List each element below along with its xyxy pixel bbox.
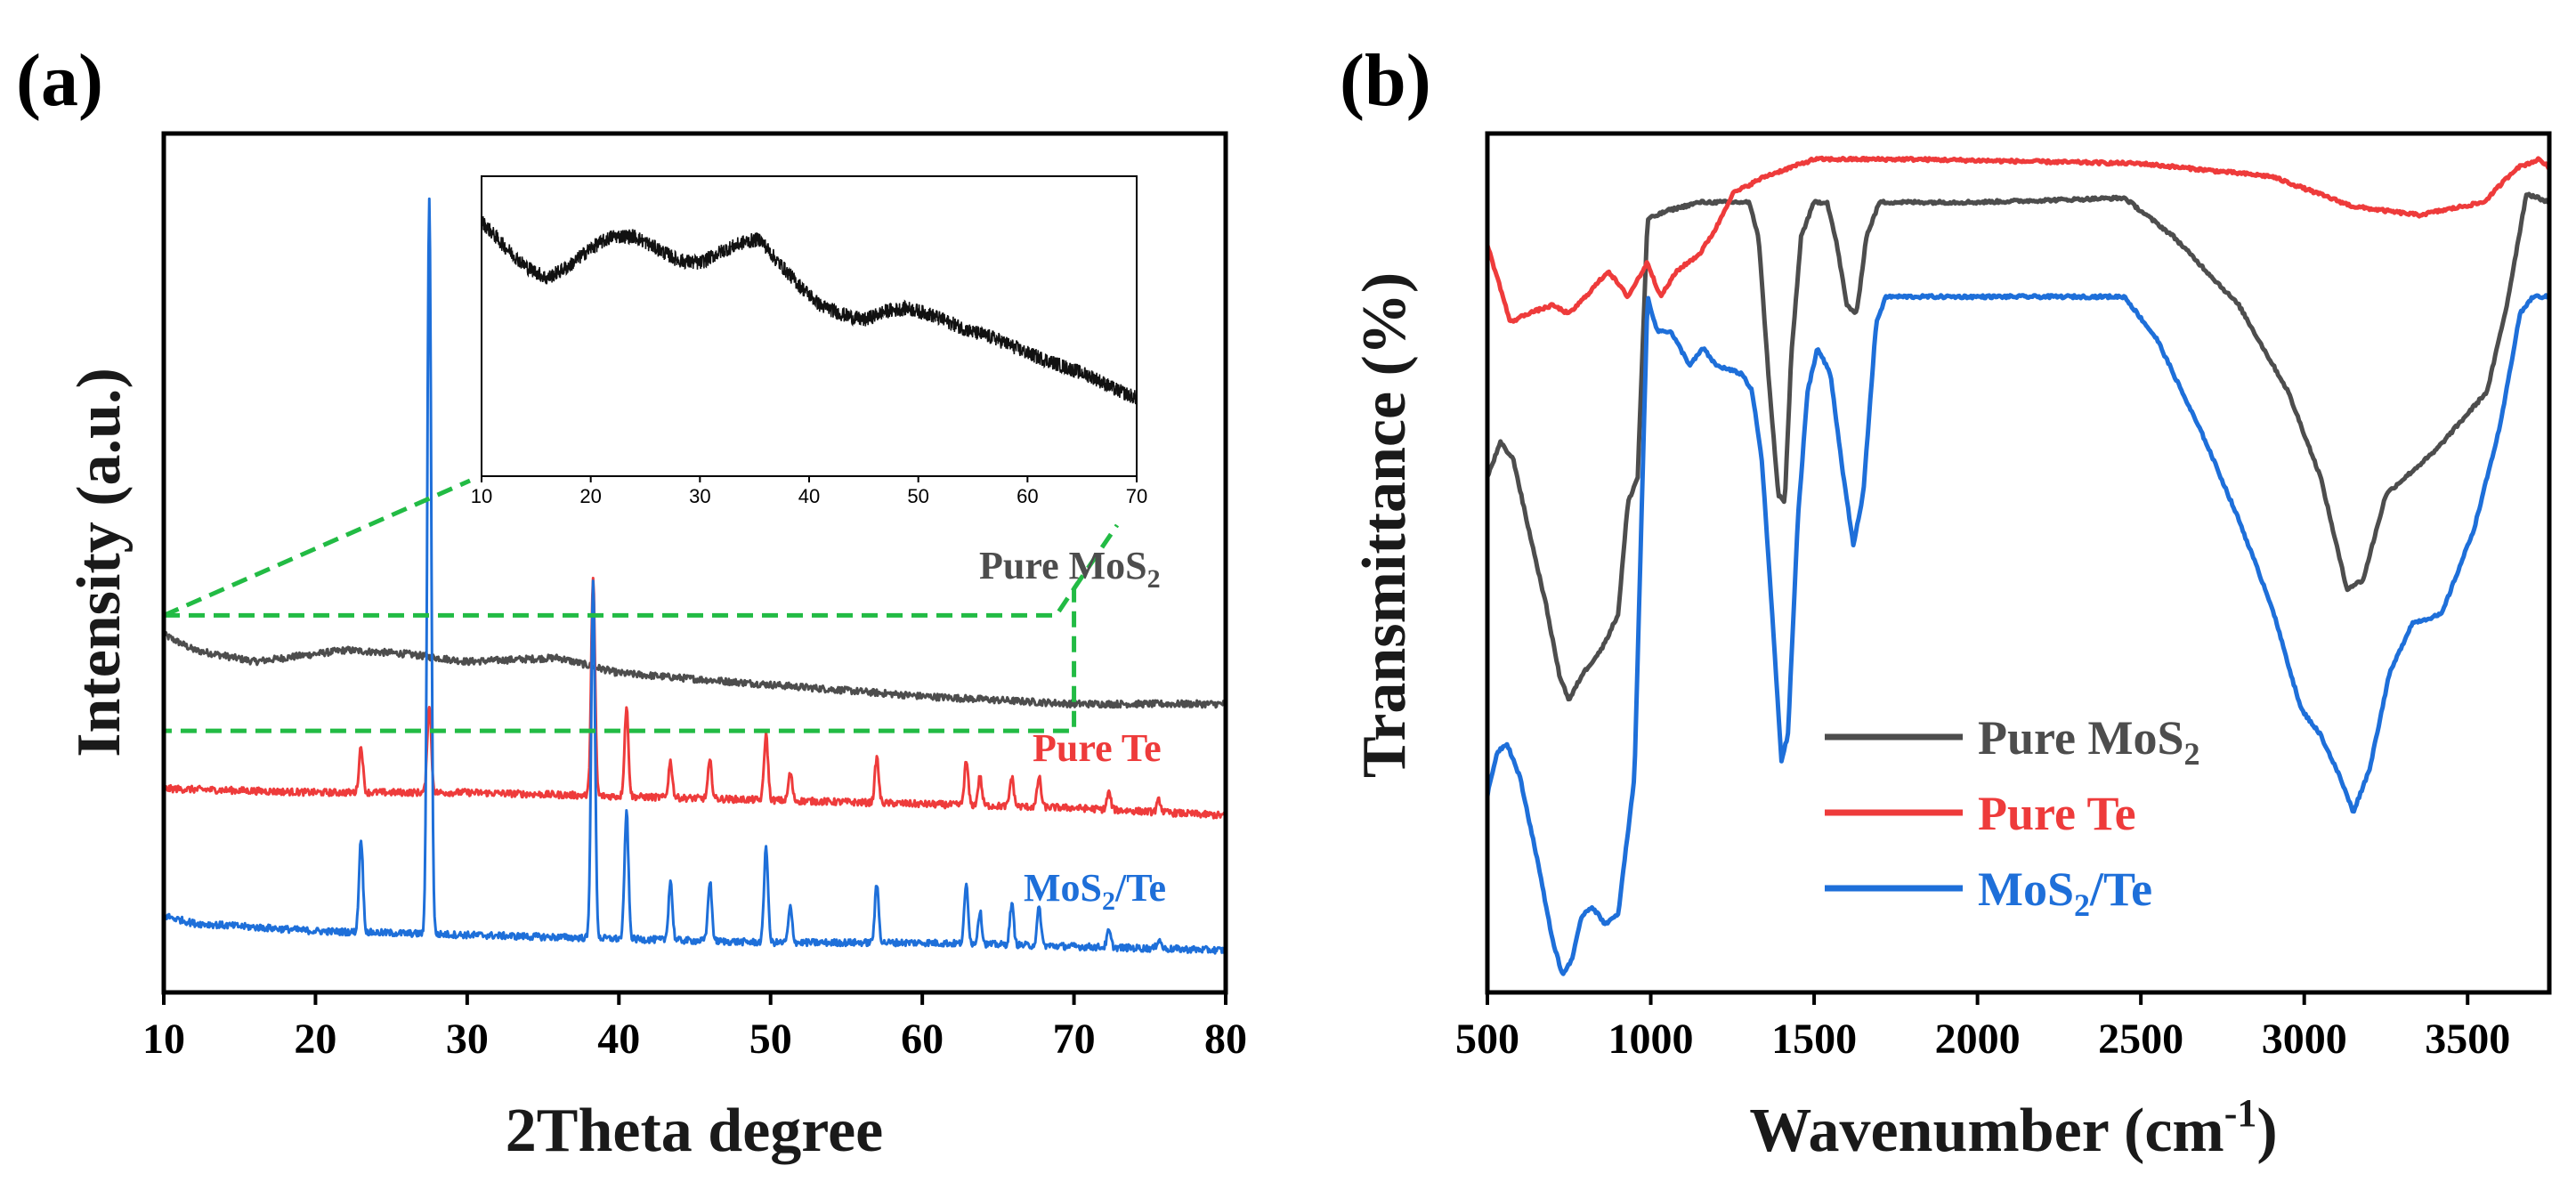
panel-a-label: (a) (16, 39, 103, 122)
x-tick-label: 10 (142, 1016, 185, 1063)
inset-frame (481, 175, 1138, 477)
panel-a-x-title: 2Theta degree (506, 1097, 883, 1165)
x-tick-label: 1500 (1771, 1016, 1857, 1063)
ftir-line-mos2-te (1487, 293, 2549, 976)
panel-b-y-title: Transmittance (%) (1350, 272, 1419, 778)
xrd-series-group (164, 197, 1226, 955)
label-pure-mos2: Pure MoS2 (979, 544, 1161, 594)
xrd-line-pure-mos2 (164, 631, 1226, 709)
zoom-indicator (161, 478, 1120, 733)
inset-x-tick-label: 70 (1126, 485, 1147, 507)
inset-x-axis: 10 20 30 40 50 60 70 (471, 476, 1147, 507)
ftir-line-pure-te (1487, 155, 2549, 324)
panel-b-x-title: Wavenumber (cm-1) (1749, 1091, 2277, 1165)
x-tick-label: 50 (749, 1016, 792, 1063)
x-tick-label: 3000 (2262, 1016, 2347, 1063)
inset-line-pure-mos2 (482, 215, 1137, 405)
panel-b-frame (1485, 131, 2552, 995)
x-tick-label: 80 (1204, 1016, 1247, 1063)
x-tick-label: 500 (1455, 1016, 1519, 1063)
ftir-line-pure-mos2 (1487, 191, 2549, 702)
x-tick-label: 70 (1053, 1016, 1096, 1063)
x-tick-label: 3500 (2425, 1016, 2510, 1063)
panel-b-label: (b) (1340, 39, 1431, 122)
xrd-line-mos2-te (164, 197, 1226, 955)
x-tick-label: 2000 (1935, 1016, 2021, 1063)
x-tick-label: 20 (294, 1016, 336, 1063)
inset-x-tick-label: 60 (1017, 485, 1038, 507)
x-tick-label: 60 (901, 1016, 944, 1063)
legend-label-te: Pure Te (1978, 787, 2136, 840)
label-mos2-te: MoS2/Te (1024, 866, 1166, 916)
inset-x-tick-label: 50 (907, 485, 928, 507)
xrd-line-pure-te (164, 577, 1226, 820)
inset-x-tick-label: 30 (689, 485, 710, 507)
inset-x-tick-label: 20 (579, 485, 601, 507)
x-tick-label: 1000 (1608, 1016, 1694, 1063)
zoom-box (161, 581, 1077, 733)
x-tick-label: 2500 (2098, 1016, 2183, 1063)
ftir-series-group (1487, 155, 2549, 976)
x-tick-label: 40 (597, 1016, 640, 1063)
inset-x-tick-label: 10 (471, 485, 492, 507)
ftir-legend: Pure MoS2 Pure Te MoS2/Te (1825, 711, 2199, 923)
inset-series-group (482, 215, 1137, 405)
x-tick-label: 30 (446, 1016, 489, 1063)
panel-a-y-title: Intensity (a.u.) (65, 368, 134, 757)
zoom-connector-right (1072, 523, 1120, 590)
panel-a-frame (161, 131, 1228, 995)
panel-b-x-axis: 500 1000 1500 2000 2500 3000 3500 (1455, 992, 2510, 1063)
legend-label-mos2: Pure MoS2 (1978, 711, 2199, 772)
panel-a-x-axis: 10 20 30 40 50 60 70 80 (142, 992, 1247, 1063)
zoom-connector-left (162, 478, 472, 618)
legend-label-mos2-te: MoS2/Te (1978, 862, 2152, 923)
inset-x-tick-label: 40 (798, 485, 820, 507)
label-pure-te: Pure Te (1033, 726, 1162, 770)
